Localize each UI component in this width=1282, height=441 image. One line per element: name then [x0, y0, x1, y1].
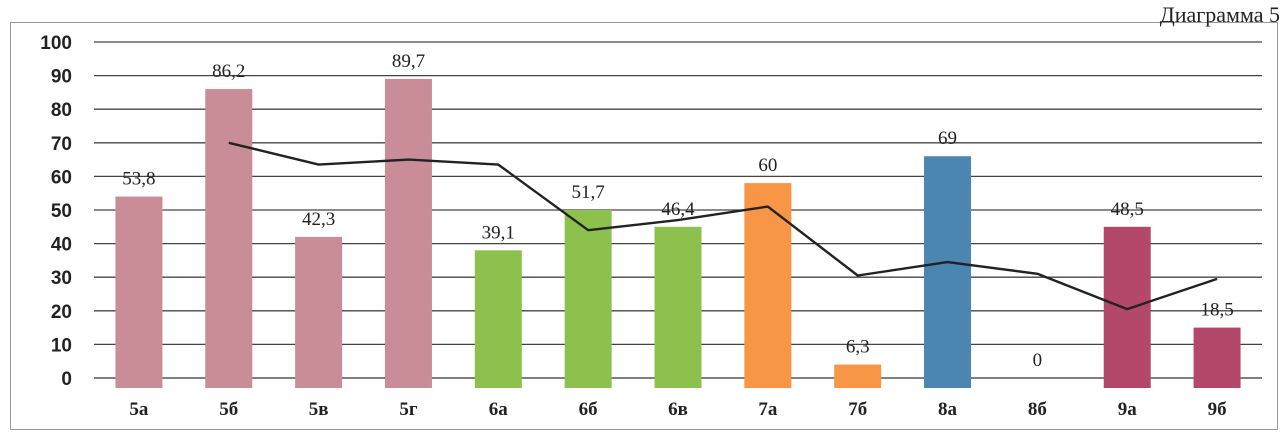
category-label: 6а [489, 399, 509, 420]
bar [744, 183, 792, 388]
category-label: 7б [848, 399, 867, 420]
bar [654, 226, 702, 388]
data-label: 18,5 [1200, 300, 1233, 321]
y-tick-label: 10 [51, 335, 72, 356]
bar [564, 210, 612, 388]
bar [295, 236, 343, 388]
category-label: 6в [668, 399, 688, 420]
bar [115, 196, 163, 388]
y-tick-label: 60 [51, 167, 72, 188]
category-label: 6б [579, 399, 598, 420]
bar [834, 364, 882, 388]
category-label: 5б [219, 399, 238, 420]
data-label: 89,7 [392, 51, 425, 72]
chart-frame [10, 22, 1278, 430]
y-tick-label: 90 [51, 67, 72, 88]
category-label: 7а [758, 399, 778, 420]
bar [1103, 226, 1151, 388]
bar [384, 78, 432, 389]
y-tick-label: 30 [51, 268, 72, 289]
data-label: 42,3 [302, 209, 335, 230]
category-label: 8б [1028, 399, 1047, 420]
trend-line [228, 141, 1218, 311]
bar [1193, 327, 1241, 388]
y-tick-label: 0 [61, 369, 72, 390]
y-tick-label: 20 [51, 302, 72, 323]
data-label: 6,3 [846, 337, 870, 358]
data-label: 51,7 [572, 182, 605, 203]
category-label: 9б [1208, 399, 1227, 420]
data-label: 69 [938, 128, 957, 149]
category-label: 9а [1118, 399, 1138, 420]
category-label: 5а [129, 399, 149, 420]
y-tick-label: 100 [40, 33, 72, 54]
category-label: 5г [399, 399, 418, 420]
data-label: 60 [758, 155, 777, 176]
y-tick-label: 50 [51, 201, 72, 222]
data-label: 86,2 [212, 61, 245, 82]
bar [205, 89, 253, 388]
data-label: 39,1 [482, 222, 515, 243]
chart-title: Диаграмма 5 [1159, 2, 1280, 27]
y-tick-label: 80 [51, 100, 72, 121]
y-tick-label: 40 [51, 235, 72, 256]
category-label: 5в [309, 399, 329, 420]
category-label: 8а [938, 399, 958, 420]
data-label: 53,8 [122, 169, 155, 190]
data-label: 0 [1033, 350, 1043, 371]
data-label: 48,5 [1111, 199, 1144, 220]
bar [474, 250, 522, 388]
data-label: 46,4 [661, 199, 695, 220]
bar [924, 156, 972, 388]
y-tick-label: 70 [51, 134, 72, 155]
